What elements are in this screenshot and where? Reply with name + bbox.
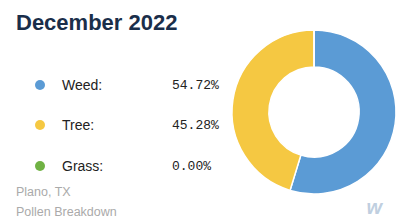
donut <box>232 30 396 194</box>
donut-slice <box>313 30 315 67</box>
legend-value: 0.00% <box>172 159 211 174</box>
chart: December 2022 Weed: 54.72% Tree: 45.28% Grass… <box>0 0 400 224</box>
watermark: w <box>366 196 383 218</box>
title: December 2022 <box>16 10 177 35</box>
legend-swatch <box>35 120 45 130</box>
legend-swatch <box>35 161 45 171</box>
legend-label: Grass: <box>62 158 103 174</box>
legend-swatch <box>35 80 45 90</box>
subtitle: Plano, TX <box>16 185 71 199</box>
subtitle: Pollen Breakdown <box>16 205 117 219</box>
donut-slice <box>232 30 314 190</box>
legend-value: 45.28% <box>172 118 219 133</box>
legend-label: Tree: <box>62 117 94 133</box>
legend-value: 54.72% <box>172 78 219 93</box>
legend-label: Weed: <box>62 77 102 93</box>
